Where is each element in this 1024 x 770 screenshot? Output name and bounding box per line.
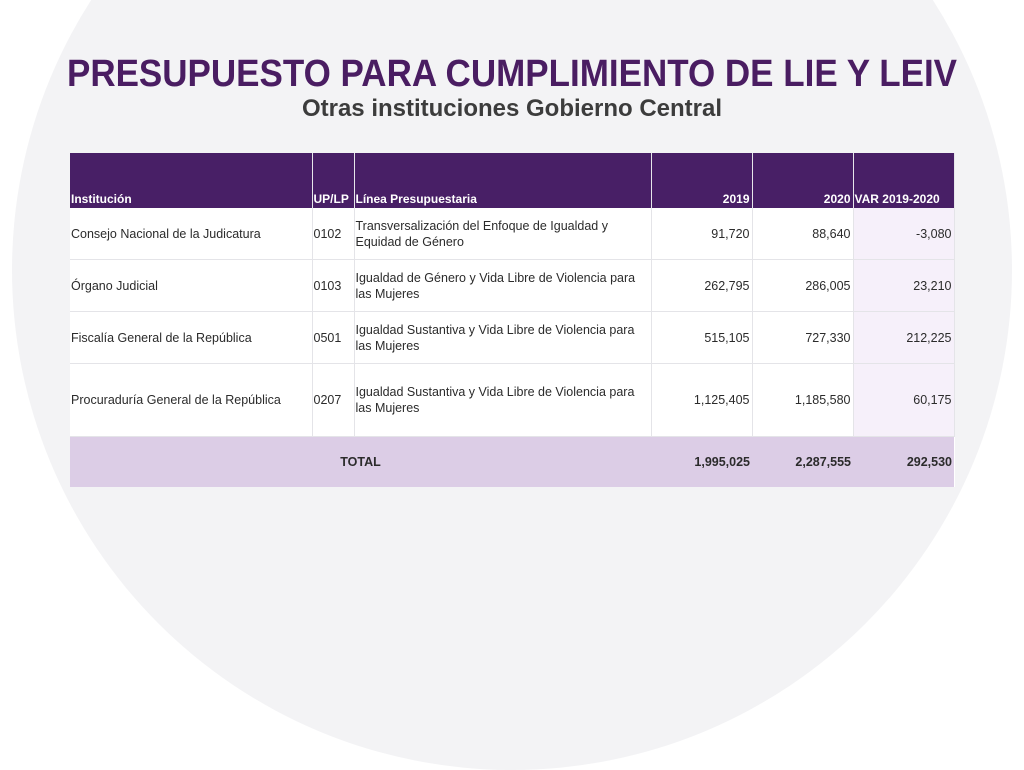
total-2020: 2,287,555	[752, 436, 853, 487]
cell-var: 212,225	[853, 311, 955, 364]
total-var: 292,530	[853, 436, 954, 487]
header-var: VAR 2019-2020	[853, 153, 955, 208]
cell-2020: 286,005	[752, 259, 854, 312]
cell-2020: 727,330	[752, 311, 854, 364]
slide-subtitle: Otras instituciones Gobierno Central	[301, 95, 723, 122]
total-row: TOTAL 1,995,025 2,287,555 292,530	[70, 436, 954, 487]
cell-2019: 91,720	[651, 208, 753, 260]
cell-institucion: Órgano Judicial	[70, 259, 313, 312]
cell-institucion: Consejo Nacional de la Judicatura	[70, 208, 313, 260]
cell-uplp: 0103	[312, 259, 355, 312]
cell-uplp: 0501	[312, 311, 355, 364]
cell-linea: Igualdad Sustantiva y Vida Libre de Viol…	[354, 311, 652, 364]
header-uplp: UP/LP	[312, 153, 355, 208]
table-header-row: Institución UP/LP Línea Presupuestaria 2…	[70, 153, 955, 208]
total-2019: 1,995,025	[651, 436, 752, 487]
cell-var: 23,210	[853, 259, 955, 312]
cell-linea: Igualdad de Género y Vida Libre de Viole…	[354, 259, 652, 312]
cell-linea: Transversalización del Enfoque de Iguald…	[354, 208, 652, 260]
cell-uplp: 0102	[312, 208, 355, 260]
header-linea: Línea Presupuestaria	[354, 153, 652, 208]
table-row: Consejo Nacional de la Judicatura 0102 T…	[70, 208, 955, 260]
budget-table: Institución UP/LP Línea Presupuestaria 2…	[70, 153, 955, 487]
header-institucion: Institución	[70, 153, 313, 208]
slide-title: PRESUPUESTO PARA CUMPLIMIENTO DE LIE Y L…	[66, 52, 958, 95]
cell-2020: 88,640	[752, 208, 854, 260]
cell-2019: 1,125,405	[651, 363, 753, 437]
cell-linea: Igualdad Sustantiva y Vida Libre de Viol…	[354, 363, 652, 437]
header-2019: 2019	[651, 153, 753, 208]
cell-uplp: 0207	[312, 363, 355, 437]
slide: PRESUPUESTO PARA CUMPLIMIENTO DE LIE Y L…	[66, 52, 958, 487]
header-2020: 2020	[752, 153, 854, 208]
total-label: TOTAL	[70, 436, 651, 487]
table-row: Procuraduría General de la República 020…	[70, 363, 955, 437]
cell-institucion: Fiscalía General de la República	[70, 311, 313, 364]
table-row: Fiscalía General de la República 0501 Ig…	[70, 311, 955, 364]
cell-2019: 515,105	[651, 311, 753, 364]
cell-var: 60,175	[853, 363, 955, 437]
table-row: Órgano Judicial 0103 Igualdad de Género …	[70, 259, 955, 312]
cell-2019: 262,795	[651, 259, 753, 312]
cell-institucion: Procuraduría General de la República	[70, 363, 313, 437]
cell-2020: 1,185,580	[752, 363, 854, 437]
cell-var: -3,080	[853, 208, 955, 260]
